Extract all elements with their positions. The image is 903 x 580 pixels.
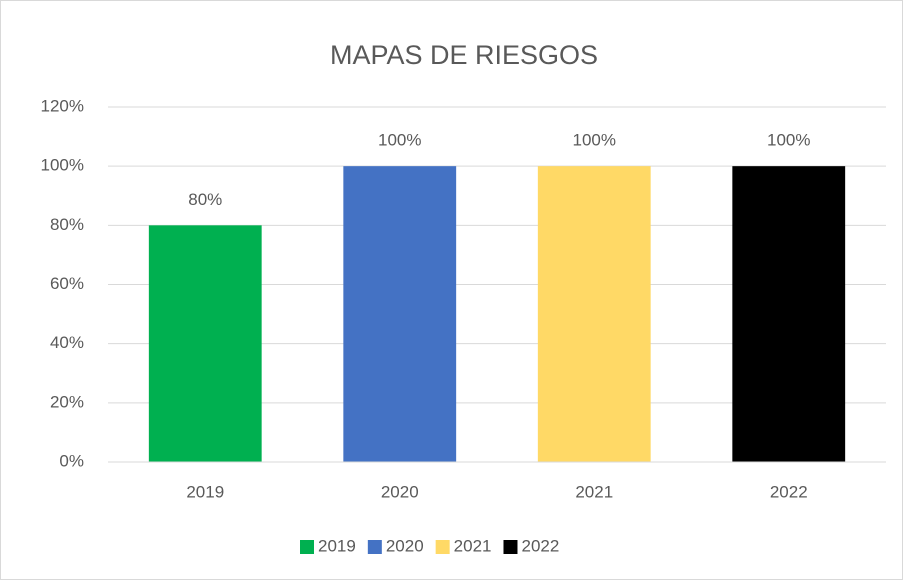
- y-tick-label: 100%: [41, 156, 84, 175]
- bar: [537, 166, 651, 462]
- data-label: 100%: [767, 131, 810, 150]
- legend-label: 2022: [521, 536, 559, 555]
- bar: [148, 225, 262, 462]
- y-tick-label: 0%: [59, 451, 84, 470]
- legend-swatch: [435, 540, 450, 554]
- legend-label: 2021: [454, 536, 492, 555]
- bar: [732, 166, 846, 462]
- legend-label: 2020: [386, 536, 424, 555]
- y-tick-label: 120%: [41, 96, 84, 115]
- x-tick-label: 2022: [770, 482, 808, 501]
- x-tick-label: 2019: [186, 482, 224, 501]
- y-tick-label: 40%: [50, 333, 84, 352]
- data-label: 100%: [378, 131, 421, 150]
- x-tick-label: 2020: [381, 482, 419, 501]
- data-label: 80%: [188, 190, 222, 209]
- y-tick-label: 60%: [50, 274, 84, 293]
- y-tick-label: 80%: [50, 215, 84, 234]
- legend-swatch: [367, 540, 382, 554]
- bar: [343, 166, 457, 462]
- x-tick-label: 2021: [575, 482, 613, 501]
- legend-swatch: [503, 540, 518, 554]
- legend-label: 2019: [318, 536, 356, 555]
- legend-swatch: [300, 540, 314, 554]
- chart-title: MAPAS DE RIESGOS: [330, 40, 598, 70]
- y-tick-label: 20%: [50, 392, 84, 411]
- data-label: 100%: [573, 131, 616, 150]
